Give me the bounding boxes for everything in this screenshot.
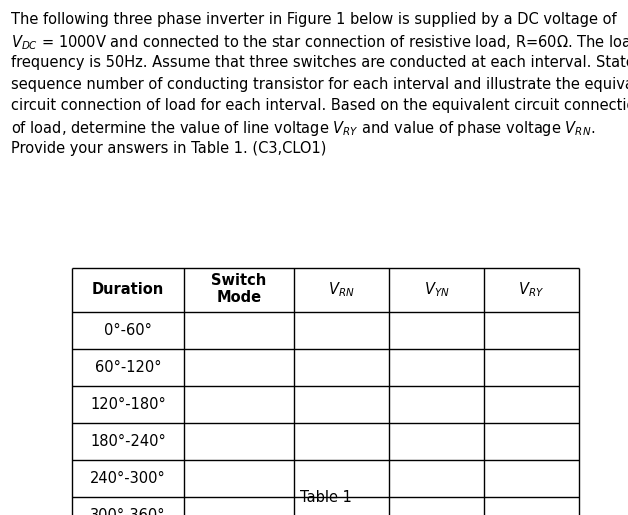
Text: 0°-60°: 0°-60° — [104, 323, 152, 338]
Text: Table 1: Table 1 — [300, 490, 352, 505]
Text: frequency is 50Hz. Assume that three switches are conducted at each interval. St: frequency is 50Hz. Assume that three swi… — [11, 55, 628, 70]
Text: $V_{RN}$: $V_{RN}$ — [328, 281, 355, 299]
Text: of load, determine the value of line voltage $V_{RY}$ and value of phase voltage: of load, determine the value of line vol… — [11, 119, 595, 139]
Text: $V_{RY}$: $V_{RY}$ — [519, 281, 544, 299]
Text: $V_{YN}$: $V_{YN}$ — [424, 281, 449, 299]
Text: 240°-300°: 240°-300° — [90, 471, 166, 486]
Text: circuit connection of load for each interval. Based on the equivalent circuit co: circuit connection of load for each inte… — [11, 98, 628, 113]
Text: 120°-180°: 120°-180° — [90, 397, 166, 412]
Text: Mode: Mode — [217, 290, 262, 305]
Text: $V_{DC}$ = 1000V and connected to the star connection of resistive load, R=60Ω. : $V_{DC}$ = 1000V and connected to the st… — [11, 33, 628, 52]
Text: Provide your answers in Table 1. (C3,CLO1): Provide your answers in Table 1. (C3,CLO… — [11, 141, 327, 156]
Text: 60°-120°: 60°-120° — [95, 360, 161, 375]
Text: Switch: Switch — [212, 273, 267, 288]
Text: The following three phase inverter in Figure 1 below is supplied by a DC voltage: The following three phase inverter in Fi… — [11, 12, 617, 27]
Text: 180°-240°: 180°-240° — [90, 434, 166, 449]
Text: Duration: Duration — [92, 283, 164, 298]
Text: 300°-360°: 300°-360° — [90, 508, 166, 515]
Text: sequence number of conducting transistor for each interval and illustrate the eq: sequence number of conducting transistor… — [11, 77, 628, 92]
